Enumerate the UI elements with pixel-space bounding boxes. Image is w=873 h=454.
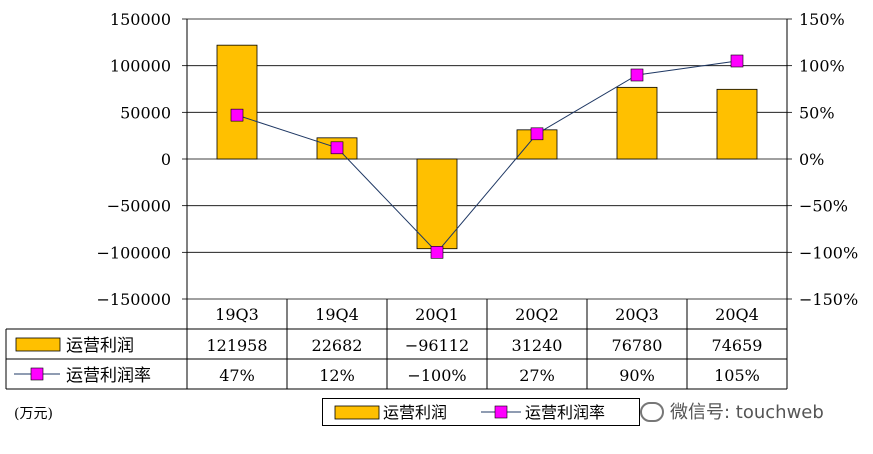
y-right-tick-label: 0% [799,150,824,169]
bar [216,44,258,160]
table-line-marker [30,367,44,381]
y-left-tick-label: 0 [161,150,171,169]
y-left-tick-label: −100000 [97,243,171,262]
data-label: 47% [219,366,255,385]
y-right-tick-label: 150% [799,10,845,29]
data-label: 31240 [512,336,563,355]
data-label: 105% [714,366,760,385]
data-label: 90% [619,366,655,385]
category-label: 20Q2 [515,305,559,324]
data-label: 22682 [312,336,363,355]
bar [616,86,658,160]
y-left-tick-label: 100000 [110,57,171,76]
data-label: −96112 [405,336,469,355]
category-label: 19Q4 [315,305,359,324]
bar [716,88,758,160]
y-left-tick-label: −50000 [107,197,171,216]
legend: 运营利润 运营利润率 [322,398,640,426]
line-marker [530,127,544,141]
line-marker [630,68,644,82]
bar-layer [216,44,758,250]
watermark: 微信号: touchweb [640,398,824,424]
line-marker [230,108,244,122]
watermark-text: 微信号: touchweb [670,402,824,423]
line-marker [430,246,444,259]
y-right-tick-label: −150% [799,290,858,309]
category-label: 20Q3 [615,305,659,324]
y-right-tick-label: −100% [799,243,858,262]
category-label: 20Q4 [715,305,759,324]
table-series-name: 运营利润率 [66,366,151,386]
y-left-tick-label: 50000 [120,103,171,122]
category-label: 20Q1 [415,305,459,324]
line-marker [330,141,344,155]
y-right-tick-label: 100% [799,57,845,76]
data-label: 76780 [612,336,663,355]
table-bar-swatch [15,337,61,352]
data-label: 27% [519,366,555,385]
line-marker [730,54,744,68]
data-label: 74659 [712,336,763,355]
y-left-tick-label: 150000 [110,10,171,29]
wechat-icon [640,402,664,422]
category-label: 19Q3 [215,305,259,324]
series-line [236,60,738,254]
legend-line-marker [494,405,508,419]
data-label: −100% [407,366,466,385]
data-table: 19Q3 19Q4 20Q1 20Q2 20Q3 20Q4 运营利润 121958 22682 −… [5,299,788,390]
legend-line-label: 运营利润率 [525,403,605,422]
grid-layer [187,18,787,300]
axis-layer: 150000 150% 100000 100% 50000 50% 0 0% −50000 −50… [97,10,859,309]
y-right-tick-label: 50% [799,103,835,122]
data-label: 12% [319,366,355,385]
bar [416,158,458,250]
legend-bar-swatch [334,405,380,420]
y-left-tick-label: −150000 [97,290,171,309]
data-label: 121958 [206,336,267,355]
unit-label: (万元) [14,406,53,422]
y-right-tick-label: −50% [799,197,848,216]
legend-bar-label: 运营利润 [383,403,447,422]
table-series-name: 运营利润 [66,336,134,356]
line-layer [230,54,744,259]
